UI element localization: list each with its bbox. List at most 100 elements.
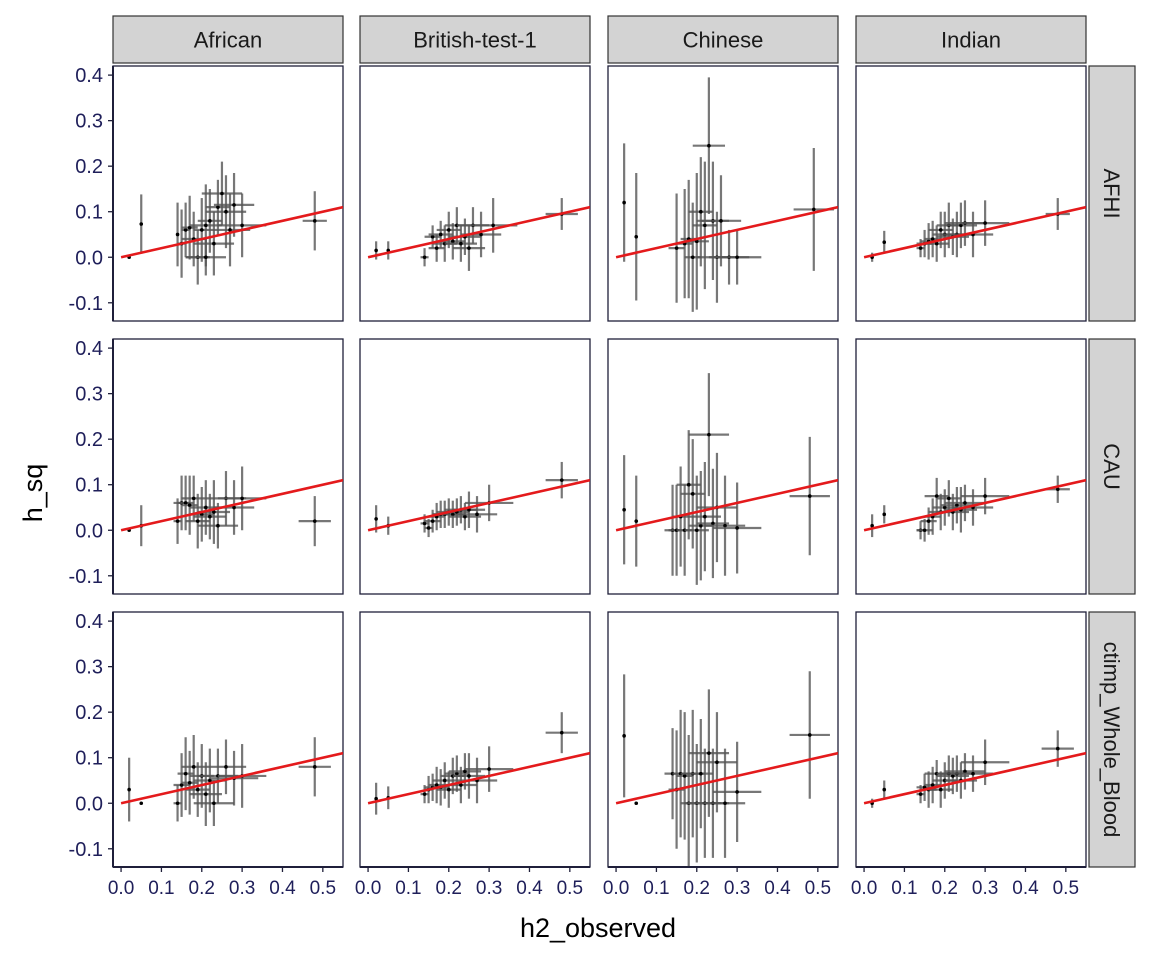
data-point	[807, 733, 812, 737]
data-point	[682, 774, 687, 778]
x-tick-label: 0.3	[972, 878, 998, 899]
data-point	[422, 521, 427, 526]
data-point	[735, 790, 739, 794]
facet-panel	[112, 338, 344, 595]
reference-line	[863, 478, 1086, 532]
data-point	[451, 512, 455, 517]
data-point	[139, 222, 144, 226]
data-point	[947, 496, 951, 501]
y-tick-label: 0.0	[75, 793, 103, 815]
data-point	[430, 234, 435, 239]
reference-line	[120, 751, 343, 805]
data-point	[204, 223, 208, 228]
facet-panel	[112, 65, 344, 322]
data-point	[442, 778, 447, 783]
y-axes: -0.1 0.0 0.1 0.2 0.3 0.4 -0.1 0.0 0.1 0.2 0.3 0.4 -0…	[69, 65, 114, 867]
facet-panel	[112, 611, 344, 868]
data-point	[191, 496, 196, 501]
y-tick-label: -0.1	[69, 293, 103, 315]
y-tick-label: 0.2	[75, 429, 103, 451]
x-tick-label: 0.0	[108, 878, 134, 899]
y-tick-label: 0.3	[75, 657, 103, 679]
x-tick-label: 0.0	[603, 878, 629, 899]
data-point	[487, 767, 491, 771]
y-tick-label: 0.1	[75, 748, 103, 770]
data-point	[983, 221, 987, 225]
data-point	[455, 771, 459, 776]
panel-border	[359, 611, 591, 868]
data-point	[204, 792, 208, 796]
facet-strip-row	[1088, 65, 1136, 322]
y-tick-label: -0.1	[69, 566, 103, 588]
data-point	[374, 248, 378, 253]
data-point	[175, 801, 180, 806]
x-tick-label: 0.3	[476, 878, 502, 899]
data-point	[690, 492, 695, 496]
y-tick-label: 0.2	[75, 156, 103, 178]
facet-strip-col	[855, 15, 1087, 64]
data-point	[446, 787, 451, 792]
data-point	[467, 246, 471, 250]
data-point	[183, 228, 188, 232]
data-point	[312, 765, 317, 769]
data-point	[559, 730, 564, 735]
data-point	[1055, 487, 1060, 492]
data-point	[723, 801, 727, 806]
data-point	[204, 255, 208, 260]
y-tick-label: 0.1	[75, 202, 103, 224]
y-tick-label: 0.4	[75, 338, 103, 360]
data-point	[491, 223, 495, 228]
data-point	[934, 241, 939, 246]
data-point	[559, 478, 564, 482]
x-tick-label: 0.2	[932, 878, 958, 899]
panel-border	[607, 611, 839, 868]
data-point	[422, 255, 427, 260]
y-tick-label: 0.0	[75, 520, 103, 542]
data-point	[938, 228, 943, 232]
data-point	[870, 523, 874, 528]
data-point	[187, 780, 192, 785]
facet-strip-col-label: Chinese	[683, 28, 764, 53]
facet-strip-col-label: African	[194, 28, 262, 53]
facet-panel	[607, 65, 839, 322]
data-point	[807, 494, 812, 498]
data-point	[622, 734, 626, 738]
panel-border	[855, 611, 1087, 868]
data-point	[216, 205, 220, 209]
data-point	[959, 223, 963, 228]
data-point	[711, 521, 715, 526]
y-tick-label: 0.4	[75, 611, 103, 633]
reference-line	[120, 205, 343, 259]
x-tick-label: 0.5	[1053, 878, 1079, 899]
panel-border	[359, 338, 591, 595]
panel-border	[855, 338, 1087, 595]
data-point	[451, 239, 455, 244]
data-point	[183, 771, 188, 776]
data-point	[690, 255, 695, 260]
data-point	[963, 769, 967, 774]
data-point	[127, 787, 131, 792]
data-point	[703, 223, 707, 228]
data-point	[918, 792, 923, 796]
x-tick-label: 0.3	[229, 878, 255, 899]
reference-line	[615, 205, 838, 259]
data-point	[430, 519, 435, 523]
facet-panel	[855, 611, 1087, 868]
data-point	[240, 223, 244, 228]
data-point	[634, 234, 639, 239]
data-point	[930, 783, 935, 787]
reference-line	[367, 751, 590, 805]
x-tick-label: 0.5	[310, 878, 336, 899]
data-point	[723, 523, 727, 528]
facet-panel	[359, 338, 591, 595]
x-tick-label: 0.1	[395, 878, 421, 899]
data-point	[139, 801, 144, 806]
panel-border	[112, 338, 344, 595]
x-tick-label: 0.1	[643, 878, 669, 899]
data-point	[719, 219, 723, 223]
data-point	[191, 765, 196, 769]
x-tick-label: 0.4	[764, 878, 791, 899]
data-point	[467, 774, 471, 778]
facet-panel	[855, 338, 1087, 595]
x-tick-label: 0.5	[557, 878, 583, 899]
